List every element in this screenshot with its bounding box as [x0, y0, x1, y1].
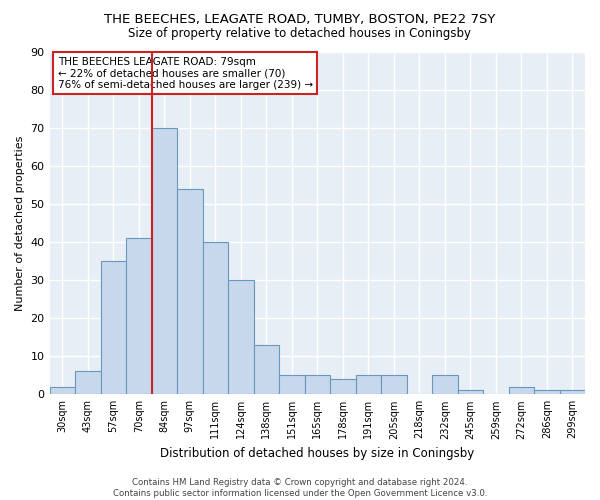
Bar: [228, 280, 254, 394]
Bar: [101, 261, 126, 394]
Bar: [75, 372, 101, 394]
Text: Contains HM Land Registry data © Crown copyright and database right 2024.
Contai: Contains HM Land Registry data © Crown c…: [113, 478, 487, 498]
Bar: [432, 376, 458, 394]
Bar: [203, 242, 228, 394]
X-axis label: Distribution of detached houses by size in Coningsby: Distribution of detached houses by size …: [160, 447, 475, 460]
Text: THE BEECHES, LEAGATE ROAD, TUMBY, BOSTON, PE22 7SY: THE BEECHES, LEAGATE ROAD, TUMBY, BOSTON…: [104, 12, 496, 26]
Bar: [534, 390, 560, 394]
Bar: [305, 376, 330, 394]
Bar: [330, 379, 356, 394]
Bar: [177, 188, 203, 394]
Bar: [458, 390, 483, 394]
Bar: [560, 390, 585, 394]
Bar: [509, 386, 534, 394]
Text: Size of property relative to detached houses in Coningsby: Size of property relative to detached ho…: [128, 28, 472, 40]
Bar: [126, 238, 152, 394]
Bar: [381, 376, 407, 394]
Bar: [50, 386, 75, 394]
Y-axis label: Number of detached properties: Number of detached properties: [15, 135, 25, 310]
Bar: [254, 345, 279, 395]
Bar: [356, 376, 381, 394]
Text: THE BEECHES LEAGATE ROAD: 79sqm
← 22% of detached houses are smaller (70)
76% of: THE BEECHES LEAGATE ROAD: 79sqm ← 22% of…: [58, 56, 313, 90]
Bar: [152, 128, 177, 394]
Bar: [279, 376, 305, 394]
